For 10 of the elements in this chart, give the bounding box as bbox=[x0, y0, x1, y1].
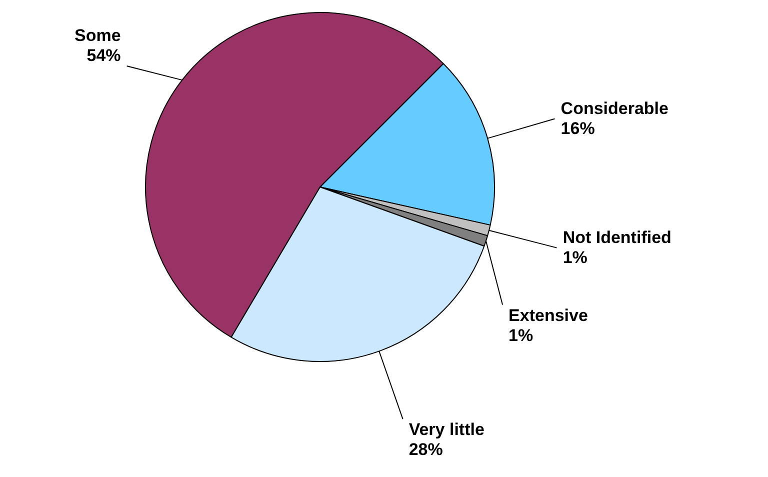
slice-label: Some bbox=[74, 26, 121, 46]
data-label: 16% bbox=[560, 118, 595, 138]
data-label: 1% bbox=[562, 248, 588, 267]
data-label: 54% bbox=[86, 46, 121, 66]
slice-label: Considerable bbox=[560, 98, 668, 118]
data-label: 28% bbox=[408, 440, 443, 460]
slice-label: Very little bbox=[408, 420, 484, 440]
slice-label: Not Identified bbox=[562, 228, 672, 247]
slice-label: Extensive bbox=[508, 306, 588, 325]
data-label: 1% bbox=[508, 326, 534, 345]
